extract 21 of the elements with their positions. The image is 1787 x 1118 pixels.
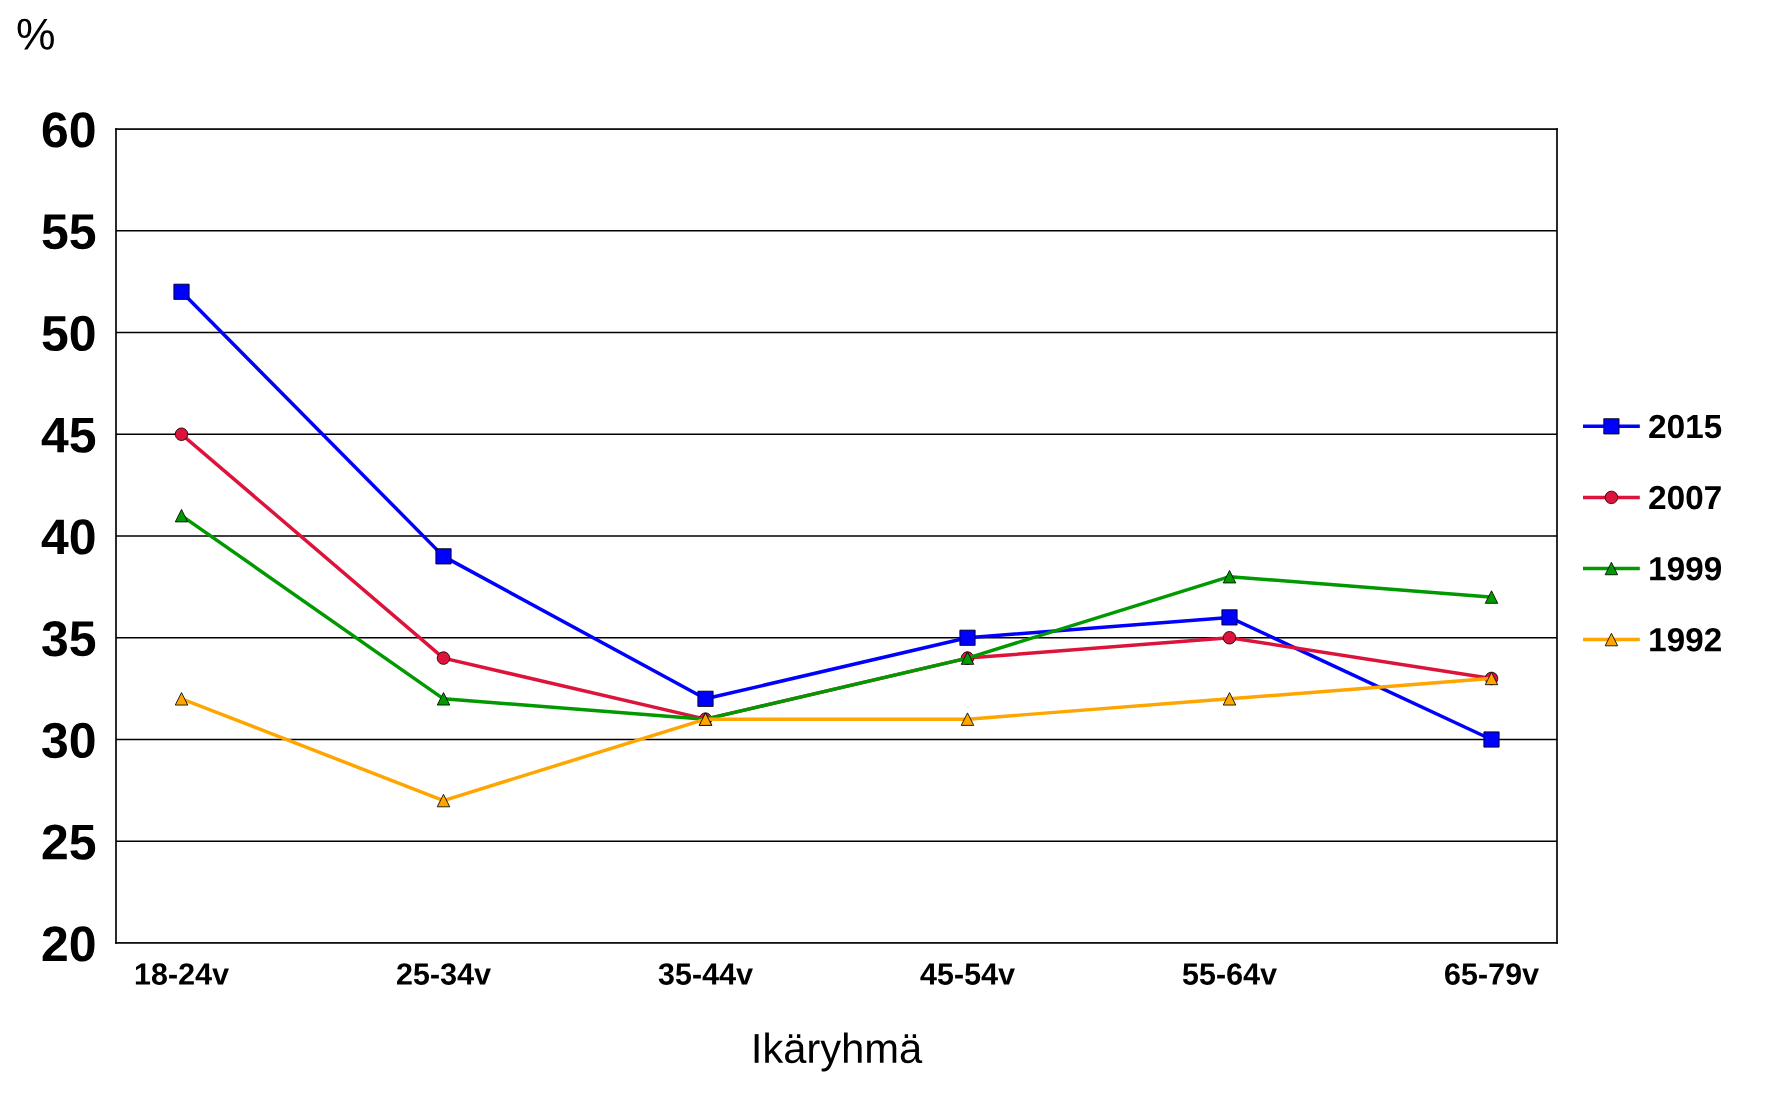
y-tick-label: 35	[42, 620, 96, 657]
x-tick-label: 65-79v	[1445, 963, 1539, 985]
x-tick-label: 45-54v	[920, 963, 1015, 985]
legend-label: 2015	[1649, 414, 1722, 439]
x-tick-label: 25-34v	[396, 963, 491, 985]
y-tick-label: 25	[42, 824, 96, 860]
y-tick-label: 60	[42, 112, 95, 148]
y-axis-title: %	[17, 18, 54, 50]
x-tick-label: 55-64v	[1182, 963, 1277, 985]
y-tick-label: 30	[42, 722, 95, 759]
y-tick-label: 55	[42, 214, 96, 250]
y-tick-label: 50	[42, 315, 95, 352]
x-tick-label: 35-44v	[658, 963, 753, 985]
legend-label: 1999	[1650, 556, 1721, 581]
y-tick-label: 20	[42, 926, 95, 962]
x-tick-label: 18-24v	[135, 963, 229, 985]
y-tick-label: 45	[41, 417, 96, 453]
legend-label: 1992	[1650, 627, 1721, 652]
y-tick-label: 40	[41, 519, 95, 555]
x-axis-title: Ikäryhmä	[754, 1032, 923, 1072]
legend-label: 2007	[1649, 485, 1721, 510]
